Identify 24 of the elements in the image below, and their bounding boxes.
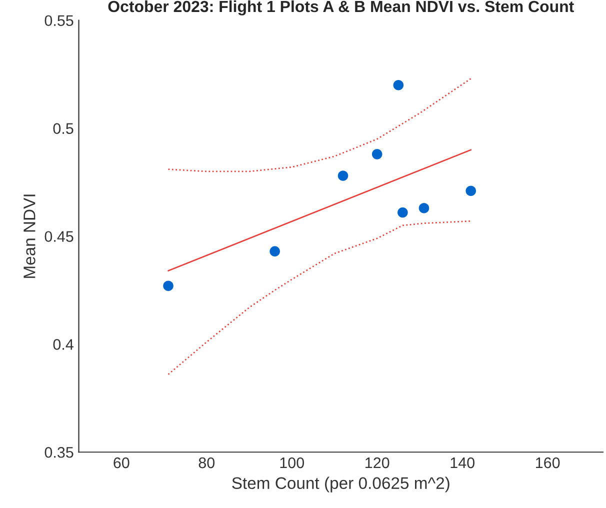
x-tick-label: 60	[114, 457, 130, 468]
x-tick-label: 100	[280, 457, 304, 468]
y-tick-label: 0.5	[53, 123, 74, 134]
point	[372, 149, 382, 160]
y-tick-label: 0.35	[44, 446, 74, 458]
y-axis-title: Mean NDVI	[24, 194, 36, 278]
x-tick-label: 80	[198, 457, 215, 468]
x-tick-label: 160	[536, 457, 560, 468]
y-tick-label: 0.55	[44, 15, 74, 26]
point	[270, 246, 280, 256]
line-series	[168, 78, 472, 172]
point	[338, 170, 348, 181]
x-tick-label: 120	[366, 457, 390, 468]
x-axis-title: Stem Count (per 0.0625 m^2)	[232, 476, 450, 492]
point	[163, 280, 174, 292]
point	[393, 80, 404, 90]
line-series	[168, 220, 472, 376]
chart-title: October 2023: Flight 1 Plots A & B Mean NDVI vs. Stem Count	[108, 0, 574, 16]
x-tick-label: 140	[450, 457, 474, 468]
point	[398, 207, 408, 218]
y-tick-label: 0.45	[44, 231, 74, 242]
point	[466, 186, 476, 196]
y-tick-label: 0.4	[53, 339, 74, 350]
point	[418, 203, 430, 214]
